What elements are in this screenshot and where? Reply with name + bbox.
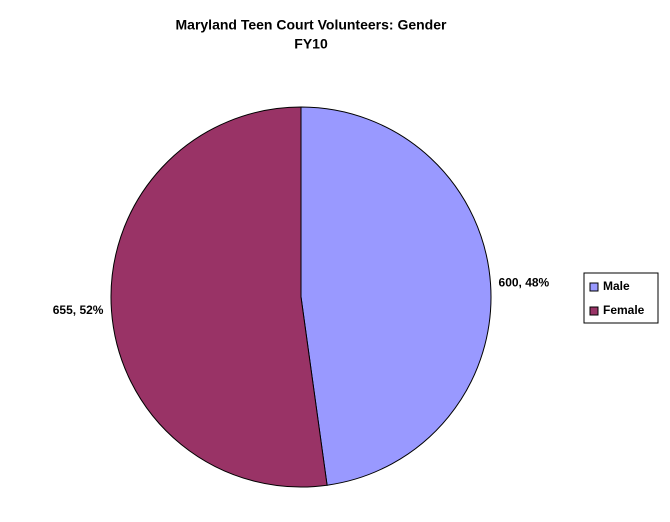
legend-label: Male	[603, 279, 630, 293]
data-label: 655, 52%	[53, 303, 104, 317]
chart-subtitle: FY10	[294, 36, 328, 52]
legend-swatch	[589, 282, 599, 292]
pie-slice	[300, 106, 492, 486]
legend-swatch	[589, 306, 599, 316]
legend-label: Female	[603, 303, 645, 317]
data-label: 600, 48%	[499, 276, 550, 290]
chart-title: Maryland Teen Court Volunteers: Gender	[176, 17, 448, 33]
pie-slice	[110, 106, 328, 488]
